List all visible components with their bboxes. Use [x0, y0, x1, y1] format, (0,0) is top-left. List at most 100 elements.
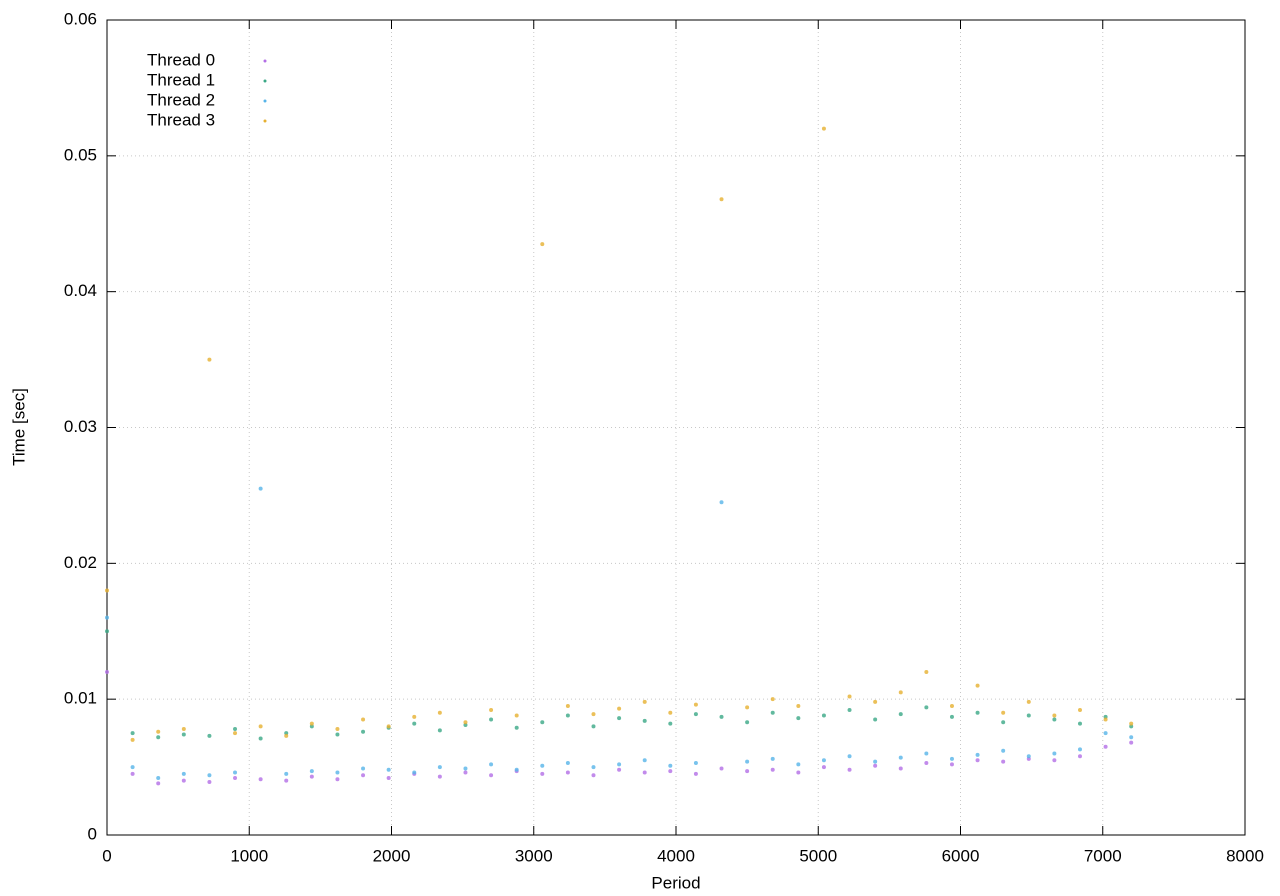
point: [796, 703, 801, 708]
y-tick-label: 0: [88, 824, 97, 843]
point: [565, 703, 570, 708]
point: [258, 486, 263, 491]
point: [1077, 708, 1082, 713]
point: [335, 770, 340, 775]
point: [514, 725, 519, 730]
legend-marker: [263, 99, 267, 103]
point: [489, 717, 494, 722]
point: [489, 762, 494, 767]
point: [796, 770, 801, 775]
point: [719, 197, 724, 202]
legend-label: Thread 1: [147, 70, 215, 89]
point: [975, 752, 980, 757]
point: [130, 737, 135, 742]
point: [770, 756, 775, 761]
point: [130, 771, 135, 776]
point: [642, 699, 647, 704]
x-tick-label: 2000: [373, 846, 411, 865]
point: [361, 729, 366, 734]
point: [668, 721, 673, 726]
legend-label: Thread 0: [147, 50, 215, 69]
point: [668, 769, 673, 774]
point: [873, 717, 878, 722]
x-tick-label: 5000: [799, 846, 837, 865]
point: [975, 758, 980, 763]
point: [1026, 713, 1031, 718]
point: [361, 766, 366, 771]
point: [949, 762, 954, 767]
point: [1077, 721, 1082, 726]
point: [284, 771, 289, 776]
point: [386, 724, 391, 729]
point: [1001, 720, 1006, 725]
y-axis-label: Time [sec]: [9, 388, 28, 466]
point: [642, 758, 647, 763]
point: [668, 710, 673, 715]
point: [847, 767, 852, 772]
point: [105, 615, 109, 620]
point: [745, 720, 750, 725]
point: [821, 758, 826, 763]
point: [565, 761, 570, 766]
point: [745, 705, 750, 710]
point: [233, 770, 238, 775]
point: [745, 759, 750, 764]
point: [796, 762, 801, 767]
point: [1052, 717, 1057, 722]
point: [1077, 754, 1082, 759]
point: [207, 733, 212, 738]
point: [642, 718, 647, 723]
point: [719, 766, 724, 771]
point: [1103, 744, 1108, 749]
point: [412, 770, 417, 775]
y-tick-label: 0.03: [64, 417, 97, 436]
point: [693, 712, 698, 717]
point: [565, 770, 570, 775]
point: [847, 754, 852, 759]
point: [873, 763, 878, 768]
point: [642, 770, 647, 775]
point: [130, 731, 135, 736]
point: [181, 727, 186, 732]
point: [565, 713, 570, 718]
point: [1129, 735, 1134, 740]
point: [258, 736, 263, 741]
legend-label: Thread 2: [147, 90, 215, 109]
point: [924, 751, 929, 756]
point: [540, 242, 545, 247]
point: [156, 781, 161, 786]
point: [898, 712, 903, 717]
point: [1103, 731, 1108, 736]
point: [924, 670, 929, 674]
point: [821, 713, 826, 718]
point: [540, 720, 545, 725]
x-tick-label: 3000: [515, 846, 553, 865]
point: [130, 765, 135, 770]
point: [1052, 713, 1057, 718]
point: [847, 694, 852, 699]
y-tick-label: 0.02: [64, 553, 97, 572]
point: [284, 733, 289, 738]
point: [591, 773, 596, 778]
y-tick-label: 0.06: [64, 9, 97, 28]
point: [770, 697, 775, 702]
point: [335, 732, 340, 737]
point: [412, 714, 417, 719]
point: [361, 717, 366, 722]
point: [181, 771, 186, 776]
point: [1001, 710, 1006, 715]
point: [540, 771, 545, 776]
point: [309, 769, 314, 774]
point: [745, 769, 750, 774]
point: [207, 773, 212, 778]
point: [309, 774, 314, 779]
point: [873, 759, 878, 764]
point: [693, 702, 698, 707]
point: [437, 765, 442, 770]
point: [335, 727, 340, 732]
point: [105, 588, 109, 593]
point: [898, 690, 903, 695]
point: [156, 735, 161, 740]
point: [821, 126, 826, 131]
point: [233, 731, 238, 736]
